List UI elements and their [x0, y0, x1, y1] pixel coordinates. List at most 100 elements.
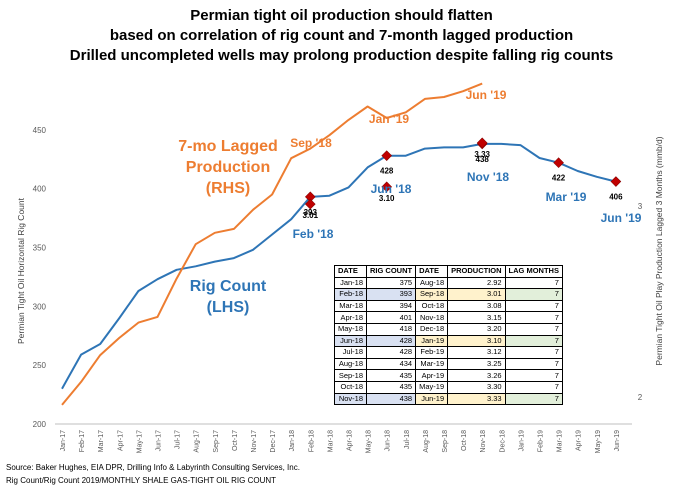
table-row: Mar-18 394 Oct-18 3.08 7: [333, 299, 563, 313]
table-cell: Jul-18: [333, 346, 368, 359]
y-right-tick-label: 3: [638, 202, 643, 211]
table-cell: Dec-18: [415, 322, 449, 336]
table-header-cell: DATE: [415, 265, 449, 278]
table-cell: Apr-19: [415, 369, 449, 382]
table-cell: 7: [504, 357, 563, 371]
title-line-3: Drilled uncompleted wells may prolong pr…: [69, 47, 614, 64]
table-cell: 7: [504, 380, 563, 394]
x-tick-label: Jun-17: [156, 430, 163, 452]
marker-value-label: 3.10: [379, 194, 395, 203]
table-cell: Oct-18: [415, 299, 449, 313]
x-tick-label: Aug-18: [423, 430, 430, 453]
table-cell: 3.26: [447, 369, 506, 382]
table-row: Sep-18 435 Apr-19 3.26 7: [333, 369, 563, 382]
x-tick-label: Jul-18: [404, 430, 411, 449]
production-series-label: 7-mo Lagged: [178, 138, 278, 155]
x-tick-label: Nov-17: [251, 430, 258, 453]
table-cell: 438: [366, 392, 417, 406]
x-tick-label: Jan-19: [518, 430, 525, 452]
table-cell: Jun-19: [415, 392, 449, 406]
annotation-mar-19: Mar '19: [546, 190, 587, 204]
x-tick-label: Sep-18: [442, 430, 449, 453]
y-left-tick-label: 200: [33, 420, 47, 429]
table-header-cell: PRODUCTION: [447, 265, 506, 278]
table-cell: 434: [366, 357, 417, 371]
table-cell: 375: [366, 276, 417, 290]
annotation-jun-19-bottom: Jun '19: [601, 211, 642, 225]
table-cell: 7: [504, 299, 563, 313]
table-cell: Apr-18: [333, 311, 368, 324]
marker-value-label: 406: [609, 193, 623, 202]
y-right-tick-label: 2: [638, 393, 643, 402]
prod-marker-Feb-18: [304, 198, 316, 210]
table-cell: Nov-18: [333, 392, 368, 406]
table-cell: 7: [504, 288, 563, 301]
source-line-1: Source: Baker Hughes, EIA DPR, Drilling …: [6, 463, 300, 472]
table-row: Nov-18 438 Jun-19 3.33 7: [333, 392, 563, 406]
rig-count-series-label: Rig Count: [190, 278, 267, 295]
table-cell: 3.12: [447, 346, 506, 359]
table-cell: Jan-19: [415, 334, 449, 348]
table-row: Jun-18 428 Jan-19 3.10 7: [333, 334, 563, 348]
table-cell: 394: [366, 299, 417, 313]
table-header-cell: DATE: [333, 265, 368, 278]
x-tick-label: Oct-17: [232, 430, 239, 451]
x-tick-label: Mar-19: [557, 430, 564, 452]
table-cell: 3.20: [447, 322, 506, 336]
table-row: Apr-18 401 Nov-18 3.15 7: [333, 311, 563, 324]
table-cell: 7: [504, 392, 563, 406]
table-cell: 428: [366, 334, 417, 348]
table-cell: May-19: [415, 380, 449, 394]
table-cell: Mar-18: [333, 299, 368, 313]
table-cell: 7: [504, 334, 563, 348]
table-cell: 3.15: [447, 311, 506, 324]
production-series-label: Production: [186, 159, 270, 176]
table-header-row: DATE RIG COUNT DATE PRODUCTION LAG MONTHS: [333, 265, 563, 278]
source-line-2: Rig Count/Rig Count 2019/MONTHLY SHALE G…: [6, 476, 277, 485]
x-tick-label: Apr-19: [576, 430, 583, 451]
rig-marker-Feb-18: [304, 191, 316, 203]
annotation-jun-18: Jun '18: [371, 182, 412, 196]
table-cell: May-18: [333, 322, 368, 336]
x-tick-label: Nov-18: [480, 430, 487, 453]
table-cell: Nov-18: [415, 311, 449, 324]
x-tick-label: Jul-17: [175, 430, 182, 449]
table-cell: Feb-18: [333, 288, 368, 301]
table-row: Oct-18 435 May-19 3.30 7: [333, 380, 563, 394]
table-cell: 435: [366, 369, 417, 382]
table-cell: 3.25: [447, 357, 506, 371]
annotation-jan-19: Jan '19: [369, 112, 410, 126]
table-cell: Aug-18: [333, 357, 368, 371]
table-row: Jan-18 375 Aug-18 2.92 7: [333, 276, 563, 290]
x-tick-label: Sep-17: [213, 430, 220, 453]
rig-marker-Jun-19: [610, 176, 622, 187]
annotation-nov-18: Nov '18: [467, 170, 510, 184]
table-cell: 3.30: [447, 380, 506, 394]
data-table: DATE RIG COUNT DATE PRODUCTION LAG MONTHS Ja…: [333, 265, 563, 406]
y-right-axis-title: Permian Tight Oil Play Production Lagged…: [654, 136, 664, 365]
table-cell: Sep-18: [415, 288, 449, 301]
x-tick-label: Dec-17: [270, 430, 277, 453]
rig-count-series-line: [61, 142, 617, 390]
marker-value-label: 438: [476, 155, 490, 164]
table-cell: Jun-18: [333, 334, 368, 348]
x-tick-label: Jun-18: [385, 430, 392, 452]
table-cell: Oct-18: [333, 380, 368, 394]
table-cell: 3.01: [447, 288, 506, 301]
title-line-1: Permian tight oil production should flat…: [190, 7, 493, 24]
table-cell: Mar-19: [415, 357, 449, 371]
table-cell: Aug-18: [415, 276, 449, 290]
x-tick-label: Feb-18: [308, 430, 315, 452]
production-series-line: [61, 82, 483, 406]
y-left-tick-label: 300: [33, 302, 47, 311]
table-cell: 7: [504, 369, 563, 382]
x-tick-label: Mar-18: [327, 430, 334, 452]
x-tick-label: Oct-18: [461, 430, 468, 451]
table-cell: 3.10: [447, 334, 506, 348]
x-tick-label: Mar-17: [98, 430, 105, 452]
table-cell: 418: [366, 322, 417, 336]
x-tick-label: Jan-18: [289, 430, 296, 452]
y-left-axis-title: Permian Tight Oil Horizontal Rig Count: [16, 197, 26, 344]
rig-marker-Mar-19: [553, 157, 564, 169]
